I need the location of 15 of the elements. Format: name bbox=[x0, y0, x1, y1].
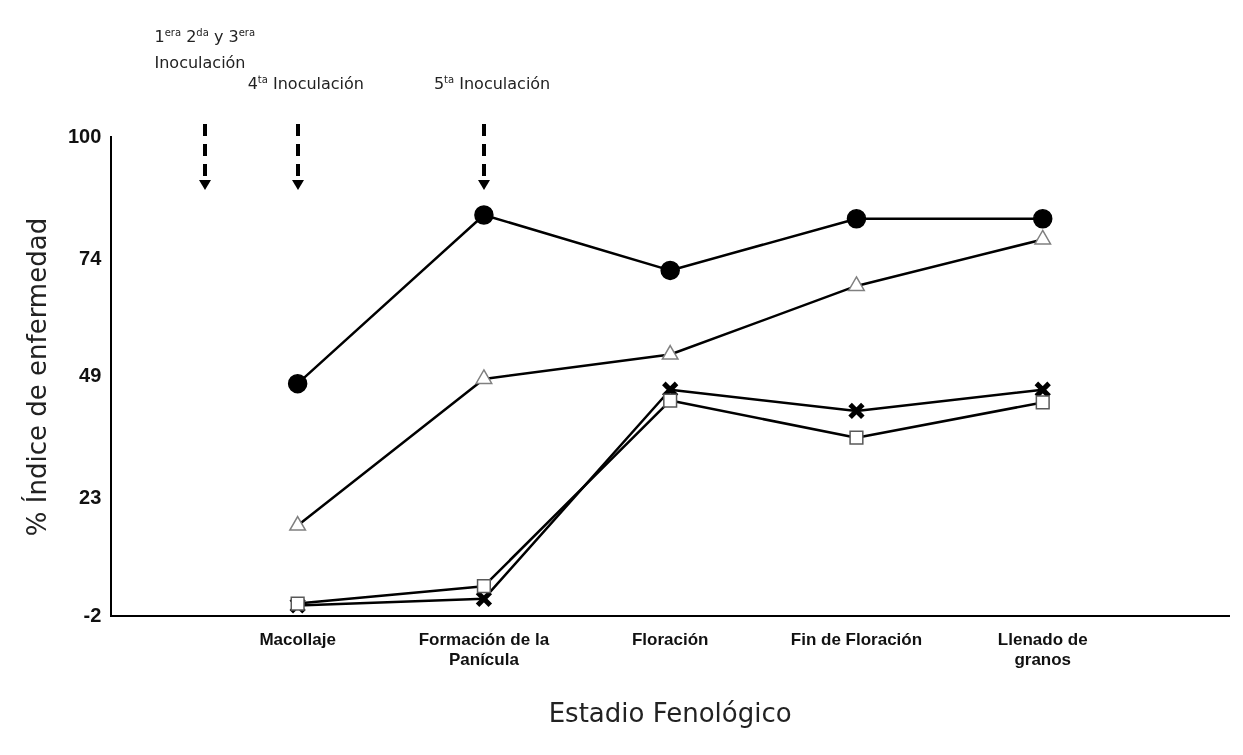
x-tick-label: Macollaje bbox=[259, 630, 336, 650]
x-axis-title: Estadio Fenológico bbox=[548, 698, 792, 729]
text: 4$^{ta}$ Inoculación bbox=[247, 72, 364, 95]
y-tick-label: -2 bbox=[83, 603, 102, 626]
text: 1$^{era}$ 2$^{da}$ y 3$^{era}$ Inoculación bbox=[154, 26, 256, 72]
y-tick-label: 100 bbox=[67, 124, 102, 147]
y-tick-label: 23 bbox=[79, 486, 102, 509]
y-axis-title: % Índice de enfermedad bbox=[22, 217, 53, 536]
y-tick-label: 49 bbox=[79, 364, 102, 387]
text: 5$^{ta}$ Inoculación bbox=[433, 72, 551, 95]
x-tick-label: Formación de la Panícula bbox=[418, 630, 550, 670]
x-tick-label: Floración bbox=[631, 630, 709, 650]
x-tick-label: Llenado de granos bbox=[997, 630, 1088, 670]
y-tick-label: 74 bbox=[79, 246, 103, 269]
x-tick-label: Fin de Floración bbox=[790, 630, 923, 650]
